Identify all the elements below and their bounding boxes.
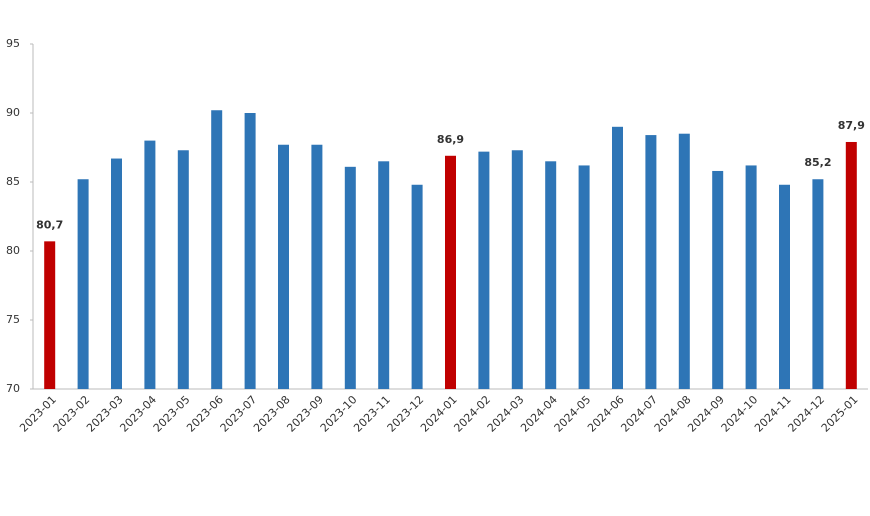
bar bbox=[378, 161, 390, 389]
y-tick-label: 95 bbox=[6, 37, 20, 50]
bar bbox=[44, 241, 56, 389]
bar bbox=[779, 184, 790, 389]
bar bbox=[712, 170, 724, 389]
bar bbox=[578, 165, 590, 389]
data-label: 80,7 bbox=[36, 218, 63, 231]
bar bbox=[244, 113, 256, 389]
bar bbox=[745, 165, 757, 389]
bar bbox=[612, 126, 623, 390]
data-label: 85,2 bbox=[804, 156, 831, 169]
bar bbox=[545, 161, 557, 389]
bar bbox=[177, 150, 189, 389]
data-label: 87,9 bbox=[838, 119, 865, 132]
bar bbox=[478, 151, 490, 389]
bar bbox=[845, 141, 857, 389]
y-tick-label: 70 bbox=[6, 382, 20, 395]
x-tick-label: 2025-01 bbox=[819, 393, 861, 435]
bar bbox=[144, 140, 156, 389]
bar bbox=[211, 110, 223, 390]
bar bbox=[411, 184, 423, 389]
bar bbox=[645, 135, 657, 389]
bar bbox=[678, 133, 690, 389]
bar bbox=[812, 179, 824, 389]
bar bbox=[344, 166, 356, 389]
bar bbox=[278, 144, 289, 389]
bar bbox=[445, 155, 456, 389]
bar bbox=[111, 158, 122, 389]
y-tick-label: 75 bbox=[6, 313, 20, 326]
y-tick-label: 90 bbox=[6, 106, 20, 119]
data-label: 86,9 bbox=[437, 133, 464, 146]
bar bbox=[311, 144, 323, 389]
y-tick-label: 85 bbox=[6, 175, 20, 188]
y-tick-label: 80 bbox=[6, 244, 20, 257]
bar bbox=[77, 179, 89, 389]
bar bbox=[511, 150, 523, 389]
